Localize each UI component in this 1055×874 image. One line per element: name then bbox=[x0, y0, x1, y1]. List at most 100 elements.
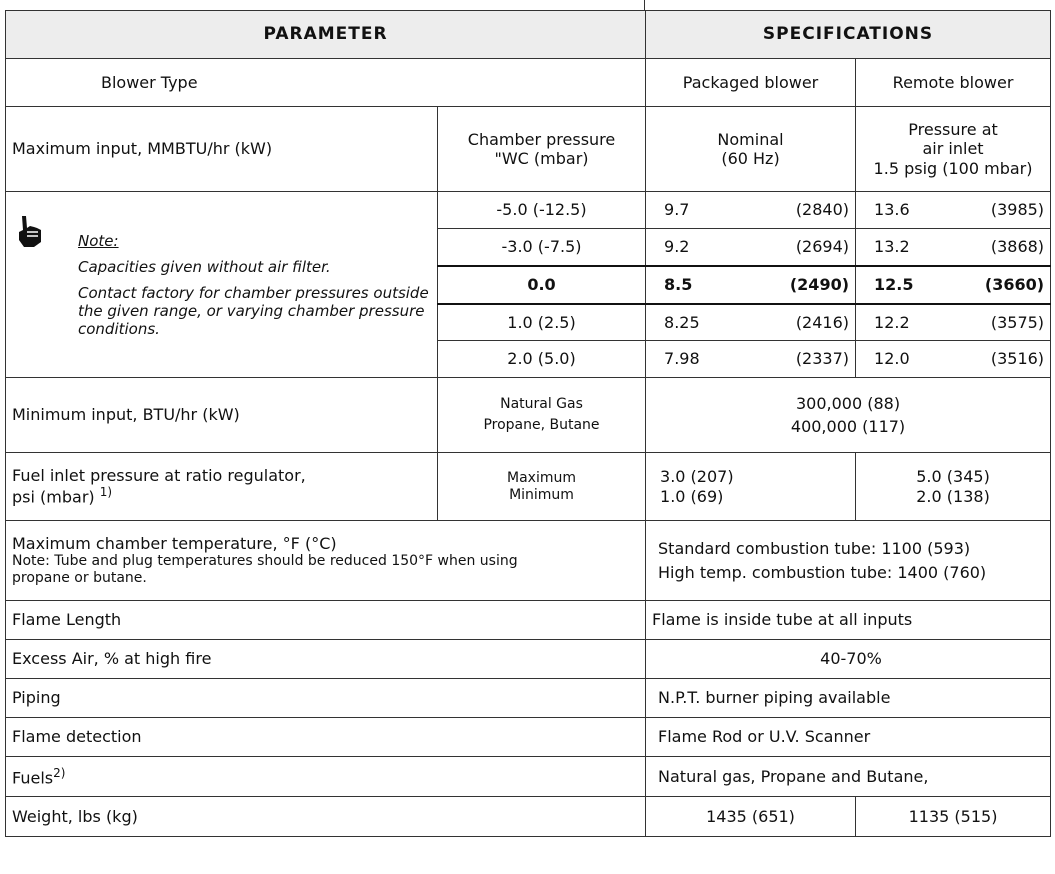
spec-table: PARAMETER SPECIFICATIONS Blower Type Pac… bbox=[4, 10, 1052, 837]
header-cell: SPECIFICATIONS bbox=[645, 10, 1052, 59]
row-label: Blower Type bbox=[4, 58, 647, 107]
data-row: 0.0 8.5 (2490) 12.5 (3660) bbox=[6, 264, 1052, 305]
row-label: Maximum chamber temperature, °F (°C) Note… bbox=[4, 520, 647, 601]
cell: -5.0 (-12.5) bbox=[436, 191, 647, 229]
note-cell: Note: Capacities given without air filter… bbox=[5, 191, 438, 378]
cell: 1.0 (2.5) bbox=[436, 303, 647, 341]
cell: 12.5 bbox=[855, 264, 953, 305]
text: Natural Gas bbox=[500, 396, 583, 413]
cell: (3516) bbox=[952, 340, 1052, 378]
data-row: 1.0 (2.5) 8.25 (2416) 12.2 (3575) bbox=[6, 303, 1052, 341]
row-label: Minimum input, BTU/hr (kW) bbox=[5, 377, 438, 453]
cell: 8.5 bbox=[645, 264, 751, 305]
cell: 13.2 bbox=[855, 228, 953, 266]
text: Standard combustion tube: 1100 (593) bbox=[658, 539, 971, 559]
cell: (3868) bbox=[952, 228, 1052, 266]
text: 3.0 (207) bbox=[660, 467, 734, 487]
cell: 12.2 bbox=[855, 303, 953, 341]
hand-icon bbox=[19, 216, 41, 247]
header-cell: PARAMETER bbox=[4, 10, 647, 59]
cell: Standard combustion tube: 1100 (593) High… bbox=[645, 520, 1052, 601]
text: 1.5 psig (100 mbar) bbox=[873, 158, 1033, 178]
cell: 9.2 bbox=[645, 228, 751, 266]
text: 300,000 (88) bbox=[795, 393, 901, 413]
cell: 300,000 (88) 400,000 (117) bbox=[645, 377, 1052, 453]
row-label: Weight, lbs (kg) bbox=[4, 796, 647, 837]
text: Fuel inlet pressure at ratio regulator, bbox=[12, 466, 306, 486]
divider bbox=[644, 0, 645, 10]
cell: Natural gas, Propane and Butane, bbox=[645, 756, 1052, 797]
footnote: 1) bbox=[99, 485, 113, 500]
cell: 40-70% bbox=[645, 639, 1052, 679]
cell: (3660) bbox=[952, 264, 1052, 305]
text: Minimum bbox=[509, 486, 574, 503]
cell: Nominal (60 Hz) bbox=[645, 106, 857, 192]
row-label: Piping bbox=[4, 678, 647, 718]
cell: Natural Gas Propane, Butane bbox=[436, 377, 647, 453]
text: (60 Hz) bbox=[721, 149, 780, 168]
cell: Maximum Minimum bbox=[436, 452, 647, 521]
data-row: 2.0 (5.0) 7.98 (2337) 12.0 (3516) bbox=[6, 340, 1052, 378]
text: 5.0 (345) bbox=[916, 467, 990, 487]
text: 1.0 (69) bbox=[660, 486, 724, 506]
text: High temp. combustion tube: 1400 (760) bbox=[658, 562, 987, 582]
max-input-rows: Note: Capacities given without air filter… bbox=[5, 191, 1052, 378]
row: Piping N.P.T. burner piping available bbox=[4, 678, 1052, 718]
text: Nominal bbox=[717, 129, 784, 149]
cell: 7.98 bbox=[645, 340, 751, 378]
row: Flame Length Flame is inside tube at all … bbox=[4, 600, 1052, 640]
cell: N.P.T. burner piping available bbox=[645, 678, 1052, 718]
data-row: Note: Capacities given without air filter… bbox=[5, 191, 1052, 378]
text: Maximum chamber temperature, °F (°C) bbox=[12, 534, 337, 554]
footnote: 2) bbox=[53, 765, 66, 780]
note-line: Capacities given without air filter. bbox=[78, 257, 331, 276]
cell: (2840) bbox=[750, 191, 857, 229]
cell: 0.0 bbox=[436, 264, 647, 305]
cell: Flame Rod or U.V. Scanner bbox=[645, 717, 1052, 757]
text: psi (mbar) bbox=[12, 487, 95, 507]
text: Chamber pressure bbox=[467, 129, 616, 149]
row-label: Excess Air, % at high fire bbox=[4, 639, 647, 679]
row: Flame detection Flame Rod or U.V. Scanner bbox=[4, 717, 1052, 757]
text: 2.0 (138) bbox=[916, 486, 990, 506]
cell: 1135 (515) bbox=[855, 796, 1052, 837]
cell: (2337) bbox=[750, 340, 857, 378]
cell: Pressure at air inlet 1.5 psig (100 mbar) bbox=[855, 106, 1052, 192]
row-label: Fuels2) bbox=[4, 756, 647, 797]
note: Note: Tube and plug temperatures should … bbox=[12, 553, 518, 587]
text: "WC (mbar) bbox=[494, 149, 589, 168]
row-label: Fuel inlet pressure at ratio regulator, p… bbox=[5, 452, 438, 521]
cell: 2.0 (5.0) bbox=[436, 340, 647, 378]
cell: (3985) bbox=[952, 191, 1052, 229]
row: Excess Air, % at high fire 40-70% bbox=[4, 639, 1052, 679]
cell: 9.7 bbox=[645, 191, 751, 229]
text: Pressure at bbox=[908, 120, 998, 140]
cell: 5.0 (345) 2.0 (138) bbox=[855, 452, 1052, 521]
row-label: Flame Length bbox=[4, 600, 647, 640]
cell: (2416) bbox=[750, 303, 857, 341]
text: Propane, Butane bbox=[483, 417, 600, 433]
cell: -3.0 (-7.5) bbox=[436, 228, 647, 266]
text: Maximum bbox=[507, 469, 576, 486]
cell: Packaged blower bbox=[645, 58, 857, 107]
note-line: Contact factory for chamber pressures ou… bbox=[78, 283, 429, 338]
text: Fuels bbox=[12, 768, 54, 788]
row-label: Maximum input, MMBTU/hr (kW) bbox=[5, 106, 438, 192]
cell: (3575) bbox=[952, 303, 1052, 341]
cell: (2490) bbox=[750, 264, 857, 305]
text: 400,000 (117) bbox=[790, 417, 906, 436]
text: air inlet bbox=[922, 139, 984, 159]
cell: 1435 (651) bbox=[645, 796, 857, 837]
cell: 8.25 bbox=[645, 303, 751, 341]
text: psi (mbar) 1) bbox=[12, 485, 431, 507]
cell: 12.0 bbox=[855, 340, 953, 378]
cell: (2694) bbox=[750, 228, 857, 266]
note-title: Note: bbox=[78, 231, 119, 250]
row-label: Flame detection bbox=[4, 717, 647, 757]
cell: 13.6 bbox=[855, 191, 953, 229]
cell: Chamber pressure "WC (mbar) bbox=[436, 106, 647, 192]
simple-rows: Flame Length Flame is inside tube at all … bbox=[4, 600, 1052, 757]
cell: Flame is inside tube at all inputs bbox=[645, 600, 1052, 640]
cell: Remote blower bbox=[855, 58, 1052, 107]
